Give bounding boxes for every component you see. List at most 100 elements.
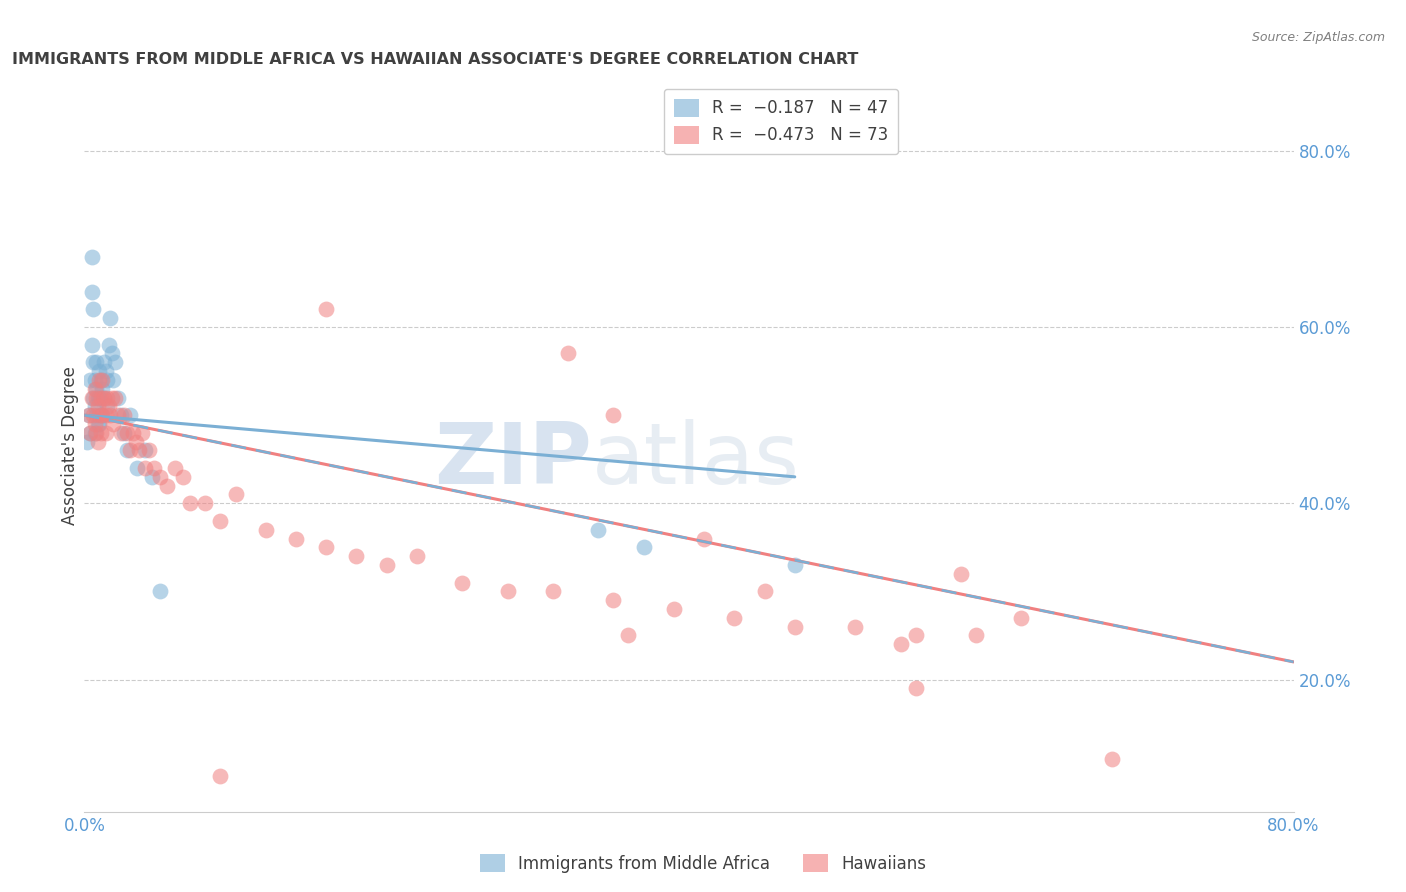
- Point: [90, 373, 112, 387]
- Point: [890, 637, 912, 651]
- Point: [172, 470, 194, 484]
- Point: [87, 434, 110, 449]
- Point: [115, 443, 138, 458]
- Point: [693, 532, 716, 546]
- Point: [79, 425, 101, 440]
- Point: [118, 408, 141, 422]
- Point: [134, 443, 156, 458]
- Point: [104, 391, 127, 405]
- Point: [82, 355, 104, 369]
- Point: [86, 382, 108, 396]
- Point: [115, 425, 138, 440]
- Point: [617, 628, 640, 642]
- Point: [79, 373, 101, 387]
- Point: [107, 391, 129, 405]
- Point: [91, 373, 114, 387]
- Point: [94, 408, 117, 422]
- Point: [496, 584, 519, 599]
- Point: [254, 523, 277, 537]
- Point: [96, 400, 118, 414]
- Point: [965, 628, 987, 642]
- Point: [87, 400, 110, 414]
- Point: [662, 602, 685, 616]
- Point: [86, 408, 108, 422]
- Point: [91, 408, 114, 422]
- Point: [375, 558, 398, 572]
- Point: [406, 549, 429, 563]
- Point: [112, 425, 135, 440]
- Point: [1011, 611, 1033, 625]
- Point: [100, 391, 122, 405]
- Point: [141, 470, 163, 484]
- Point: [93, 391, 115, 405]
- Point: [346, 549, 368, 563]
- Point: [76, 434, 98, 449]
- Point: [149, 470, 172, 484]
- Point: [86, 391, 108, 405]
- Point: [225, 487, 247, 501]
- Point: [101, 417, 124, 431]
- Point: [541, 584, 564, 599]
- Point: [127, 461, 149, 475]
- Point: [94, 425, 117, 440]
- Point: [904, 628, 927, 642]
- Point: [783, 620, 806, 634]
- Point: [128, 443, 150, 458]
- Point: [121, 425, 143, 440]
- Point: [87, 417, 110, 431]
- Point: [89, 408, 111, 422]
- Point: [82, 302, 104, 317]
- Point: [84, 373, 107, 387]
- Point: [100, 346, 122, 360]
- Point: [149, 584, 172, 599]
- Legend: Immigrants from Middle Africa, Hawaiians: Immigrants from Middle Africa, Hawaiians: [472, 847, 934, 880]
- Point: [557, 346, 579, 360]
- Point: [110, 425, 132, 440]
- Point: [315, 302, 337, 317]
- Point: [80, 250, 103, 264]
- Point: [97, 400, 120, 414]
- Point: [77, 408, 100, 422]
- Point: [90, 391, 112, 405]
- Point: [98, 311, 121, 326]
- Point: [156, 478, 179, 492]
- Point: [1101, 752, 1123, 766]
- Point: [82, 391, 104, 405]
- Point: [588, 523, 610, 537]
- Point: [142, 461, 165, 475]
- Point: [86, 355, 108, 369]
- Point: [101, 373, 124, 387]
- Point: [91, 408, 114, 422]
- Point: [844, 620, 866, 634]
- Point: [107, 408, 129, 422]
- Point: [602, 593, 624, 607]
- Point: [89, 373, 111, 387]
- Point: [98, 408, 121, 422]
- Point: [97, 337, 120, 351]
- Point: [93, 355, 115, 369]
- Point: [89, 364, 111, 378]
- Point: [80, 285, 103, 299]
- Point: [285, 532, 308, 546]
- Point: [125, 434, 148, 449]
- Text: atlas: atlas: [592, 419, 800, 502]
- Point: [89, 417, 111, 431]
- Y-axis label: Associate's Degree: Associate's Degree: [60, 367, 79, 525]
- Point: [96, 373, 118, 387]
- Point: [90, 425, 112, 440]
- Point: [138, 443, 160, 458]
- Point: [84, 400, 107, 414]
- Point: [104, 355, 127, 369]
- Point: [179, 496, 201, 510]
- Point: [754, 584, 776, 599]
- Point: [91, 382, 114, 396]
- Point: [209, 769, 232, 783]
- Text: Source: ZipAtlas.com: Source: ZipAtlas.com: [1251, 31, 1385, 45]
- Point: [86, 425, 108, 440]
- Point: [77, 408, 100, 422]
- Point: [80, 391, 103, 405]
- Point: [84, 382, 107, 396]
- Point: [110, 408, 132, 422]
- Legend: R =  −0.187   N = 47, R =  −0.473   N = 73: R = −0.187 N = 47, R = −0.473 N = 73: [664, 88, 898, 154]
- Point: [194, 496, 217, 510]
